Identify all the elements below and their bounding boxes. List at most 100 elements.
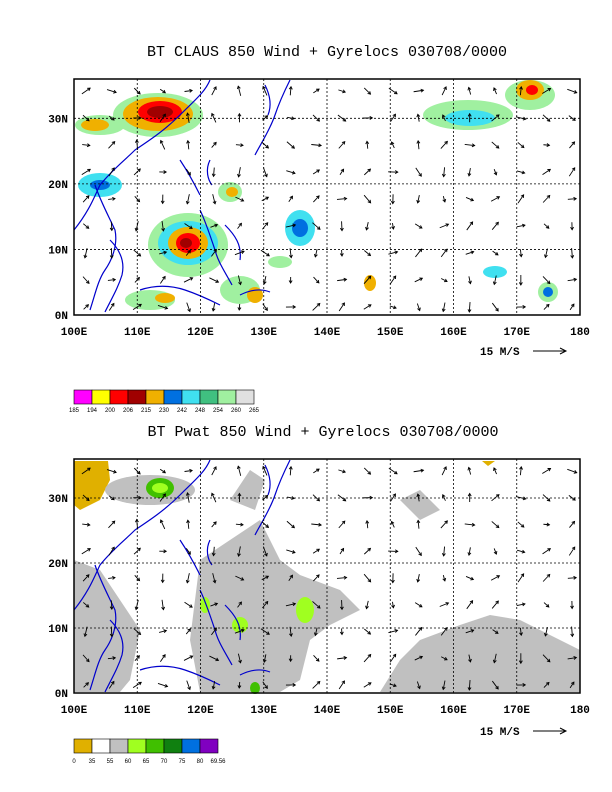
panel2-wind-arrow (237, 601, 242, 608)
panel2-wind-arrow (465, 629, 475, 634)
panel2-wind-arrow (467, 680, 472, 691)
panel1-wind-arrow (82, 143, 91, 148)
panel1-wind-arrow (543, 303, 550, 310)
panel2-wind-vectors (81, 465, 578, 691)
panel1-wind-arrow (211, 248, 217, 257)
panel1-wind-arrow (515, 116, 527, 121)
panel1-colorbar-swatch (127, 389, 147, 405)
panel1-wind-arrow (439, 223, 450, 229)
panel2-grid (74, 459, 580, 693)
panel2-colorbar-swatch (163, 738, 183, 754)
panel2-wind-arrow (492, 653, 497, 664)
panel1-wind-arrow (441, 167, 446, 178)
panel1-wind-arrow (388, 170, 399, 175)
panel1-wind-arrow (83, 304, 90, 310)
panel1-wind-arrow (542, 194, 551, 203)
panel2-wind-arrow (108, 520, 116, 529)
pwat-panel: BT Pwat 850 Wind + Gyrelocs 030708/0000 (48, 424, 590, 765)
panel1-wind-arrow (261, 141, 270, 149)
panel2-frame (73, 458, 581, 694)
panel2-wind-arrow (440, 656, 448, 661)
panel2-wind-arrow (312, 601, 321, 609)
panel2-wind-arrow (211, 546, 216, 557)
panel1-wind-arrow (236, 85, 242, 96)
panel1-wind-arrow (237, 222, 242, 229)
panel1-wind-arrow (390, 141, 395, 149)
panel2-colorbar-label: 0 (72, 759, 76, 765)
panel1-wind-arrow (210, 223, 219, 228)
panel2-wind-arrow (518, 653, 523, 665)
panel1-scale-arrow: 15 M/S (480, 347, 568, 359)
panel1-wind-arrow (237, 167, 241, 178)
panel1-wind-arrow (491, 141, 500, 149)
panel1-wind-arrow (337, 277, 348, 282)
panel2-wind-arrow (569, 520, 576, 528)
panel2-wind-arrow (542, 548, 552, 555)
panel1-wind-arrow (185, 168, 191, 176)
panel2-wind-arrow (312, 548, 321, 554)
panel1-colorbar-label: 254 (213, 408, 224, 414)
panel1-wind-arrow (82, 276, 90, 285)
panel2-wind-arrow (81, 548, 91, 555)
panel1-wind-arrow (440, 248, 448, 258)
panel1-wind-arrow (337, 114, 347, 122)
panel1-wind-arrow (568, 167, 576, 177)
panel1-wind-arrow (440, 140, 448, 149)
panel2-wind-arrow (107, 656, 117, 661)
panel1-wind-arrow (569, 141, 576, 149)
panel1-colorbar: 185 194 200 206 215 230 242 248 254 260 265 (69, 389, 260, 414)
panel2-wind-arrow (542, 468, 552, 474)
panel1-wind-arrow (441, 302, 446, 313)
panel2-wind-arrow (159, 468, 167, 474)
panel2-wind-arrow (414, 602, 423, 608)
panel2-wind-arrow (312, 494, 321, 502)
panel1-wind-arrow (106, 89, 117, 94)
panel2-wind-arrow (365, 519, 370, 529)
panel2-wind-arrow (337, 656, 348, 660)
panel2-wind-arrow (134, 599, 139, 611)
panel1-wind-arrow (491, 302, 499, 312)
panel1-wind-arrow (518, 275, 523, 286)
panel2-wind-arrow (390, 493, 396, 502)
panel2-wind-arrow (235, 522, 244, 527)
panel1-wind-arrow (286, 141, 295, 149)
panel1-wind-arrow (211, 86, 217, 96)
panel2-wind-arrow (285, 602, 297, 607)
panel2-wind-arrow (390, 520, 395, 528)
panel1-wind-arrow (492, 250, 499, 256)
panel1-wind-arrow (159, 88, 167, 94)
panel2-xtick-label: 160E (440, 705, 467, 717)
panel1-wind-arrow (542, 276, 551, 285)
panel2-wind-arrow (338, 520, 346, 529)
panel2-wind-arrow (517, 573, 525, 583)
panel1-wind-arrow (81, 168, 91, 176)
panel2-wind-arrow (414, 655, 424, 661)
panel1-wind-arrow (542, 168, 552, 176)
panel2-xtick-label: 170E (504, 705, 531, 717)
panel2-colorbar-label: 70 (161, 759, 168, 765)
panel2-wind-arrow (413, 468, 425, 473)
panel1-wind-arrow (260, 249, 270, 257)
panel1-wind-arrow (237, 275, 242, 286)
panel2-wind-arrow (491, 600, 499, 609)
panel2-wind-arrow (336, 575, 348, 580)
panel2-wind-arrow (212, 573, 217, 584)
panel2-xtick-label: 110E (124, 705, 151, 717)
panel1-wind-arrow (414, 277, 424, 283)
panel2-wind-arrow (82, 522, 91, 527)
panel2-wind-arrow (159, 519, 166, 530)
panel2-colorbar-swatch (109, 738, 129, 754)
panel2-wind-arrow (286, 520, 295, 529)
panel2-wind-arrow (185, 548, 191, 555)
panel1-wind-arrow (262, 115, 269, 121)
panel1-wind-arrow (288, 195, 293, 202)
panel2-wind-arrow (467, 466, 472, 475)
panel2-wind-arrow (570, 601, 574, 610)
panel2-wind-arrow (211, 627, 217, 636)
panel1-wind-arrow (416, 303, 421, 312)
panel1-wind-arrow (108, 167, 115, 177)
panel2-wind-arrow (211, 466, 217, 476)
panel1-wind-arrow (261, 196, 270, 202)
panel2-wind-arrow (286, 549, 296, 554)
panel1-wind-arrow (365, 222, 369, 231)
